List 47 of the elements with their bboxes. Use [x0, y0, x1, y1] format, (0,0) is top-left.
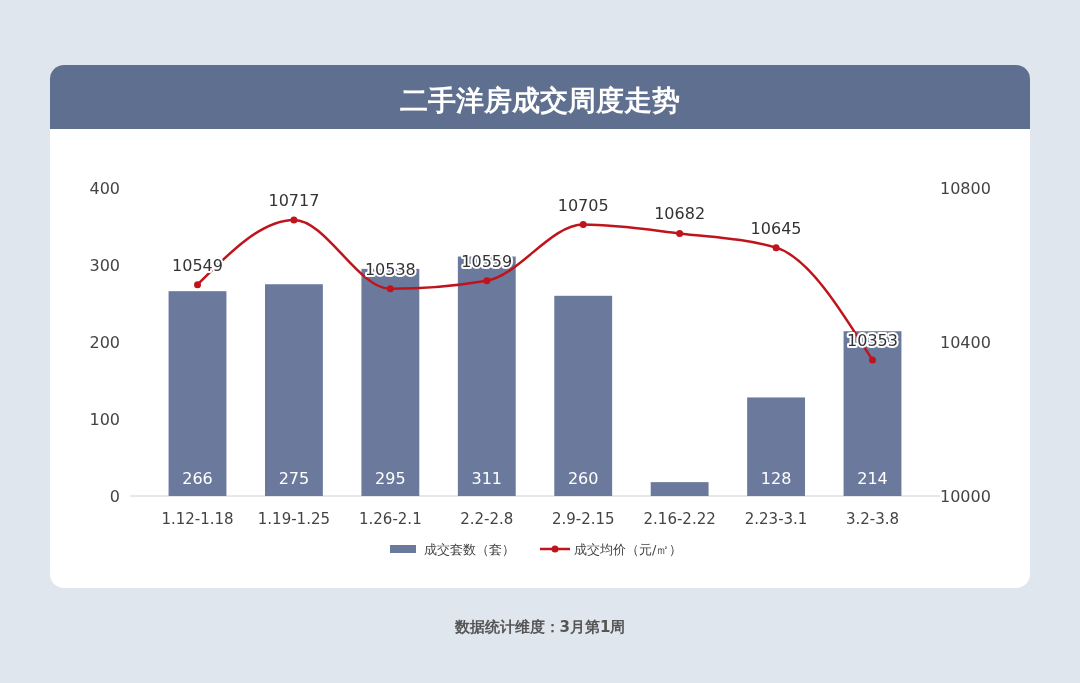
x-tick-label: 1.12-1.18 [161, 510, 234, 528]
x-tick-label: 1.19-1.25 [257, 510, 331, 528]
bar [747, 397, 805, 496]
data-label: 260 [567, 469, 599, 488]
y2-tick-label: 10000 [940, 486, 991, 506]
point [194, 281, 201, 289]
data-label: 311 [471, 469, 503, 488]
point [483, 277, 491, 285]
data-label: 10705 [557, 195, 609, 215]
bar [650, 482, 709, 496]
point [869, 356, 876, 364]
x-tick-label: 2.23-3.1 [744, 510, 808, 528]
data-label: 275 [278, 469, 310, 488]
data-label: 10645 [750, 218, 802, 238]
y-tick-label: 0 [109, 486, 120, 506]
y-tick-label: 300 [89, 255, 120, 275]
chart-title: 二手洋房成交周度走势 [400, 84, 680, 117]
y-tick-label: 400 [89, 178, 120, 198]
y2-tick-label: 10400 [940, 332, 991, 352]
data-label: 266 [182, 469, 213, 488]
data-label: 128 [760, 469, 792, 488]
data-label: 10559 [461, 251, 513, 271]
point [386, 285, 394, 293]
bar [843, 331, 902, 496]
y-tick-label: 100 [89, 409, 120, 429]
point [579, 221, 587, 229]
legend-label: 成交套数（套） [424, 541, 515, 557]
data-label: 214 [857, 469, 888, 488]
x-tick-label: 3.2-3.8 [845, 510, 900, 528]
point [290, 216, 298, 224]
data-label: 10717 [268, 190, 320, 210]
legend-label: 成交均价（元/㎡） [574, 541, 683, 557]
x-tick-label: 2.2-2.8 [460, 510, 514, 528]
y2-tick-label: 10800 [940, 178, 991, 198]
bar [168, 291, 227, 496]
bar [554, 295, 613, 496]
point [676, 229, 684, 237]
data-label: 10682 [654, 204, 706, 224]
bar [457, 256, 516, 496]
text: 数据统计维度：3月第1周 [453, 618, 626, 636]
data-label: 295 [375, 469, 406, 488]
point [772, 244, 780, 252]
x-tick-label: 2.9-2.15 [551, 510, 615, 528]
x-tick-label: 1.26-2.1 [359, 510, 422, 528]
bar [265, 284, 323, 496]
x-tick-label: 2.16-2.22 [643, 510, 716, 528]
y-tick-label: 200 [89, 332, 120, 352]
